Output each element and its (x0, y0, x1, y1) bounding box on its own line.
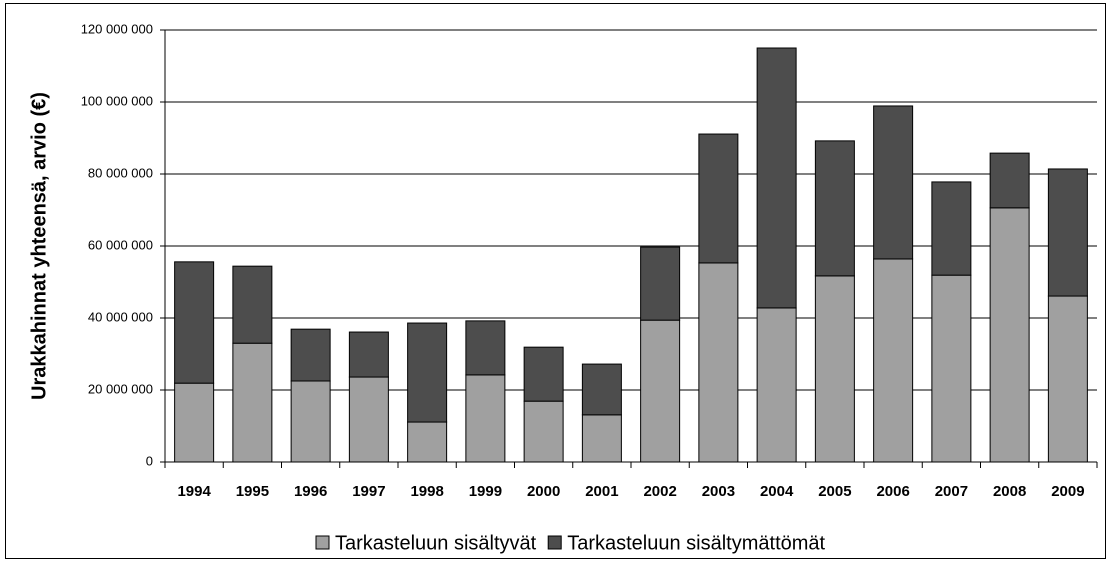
x-tick-label: 2005 (818, 483, 851, 500)
x-tick-label: 2002 (643, 483, 676, 500)
bar-segment (407, 421, 448, 463)
bar-segment (407, 322, 448, 423)
legend-label: Tarkasteluun sisältyvät (335, 532, 537, 554)
bar-segment (174, 261, 215, 384)
x-tick-label: 2006 (876, 483, 909, 500)
bar-segment (873, 105, 914, 260)
bar-segment (989, 207, 1030, 463)
bar-segment (523, 346, 564, 402)
x-tick-label: 1998 (410, 483, 443, 500)
bar-segment (756, 47, 797, 309)
bar-segment (174, 382, 215, 463)
bar-segment (756, 307, 797, 463)
bar-segment (873, 258, 914, 463)
y-tick-label: 100 000 000 (81, 93, 153, 108)
bar-segment (232, 265, 273, 344)
x-tick-label: 2001 (585, 483, 618, 500)
x-tick-label: 1994 (177, 483, 211, 500)
x-tick-label: 2004 (760, 483, 794, 500)
x-tick-label: 2003 (702, 483, 735, 500)
bar-segment (640, 246, 681, 321)
bar-segment (348, 376, 389, 463)
bar-segment (1047, 168, 1088, 297)
legend-swatch (547, 535, 562, 550)
bar-segment (348, 331, 389, 378)
bar-segment (698, 262, 739, 463)
bar-segment (465, 374, 506, 463)
legend-label: Tarkasteluun sisältymättömät (567, 532, 825, 554)
x-tick-label: 2000 (527, 483, 560, 500)
x-tick-label: 1995 (236, 483, 269, 500)
x-tick-label: 1999 (469, 483, 502, 500)
y-tick-label: 60 000 000 (88, 237, 153, 252)
x-tick-label: 2008 (993, 483, 1026, 500)
bar-segment (290, 380, 331, 463)
bar-segment (1047, 295, 1088, 463)
bar-segment (931, 274, 972, 463)
bar-segment (523, 400, 564, 463)
bar-segment (290, 328, 331, 382)
x-tick-label: 2009 (1051, 483, 1084, 500)
bar-segment (640, 319, 681, 463)
bar-segment (931, 181, 972, 276)
bar-segment (465, 320, 506, 376)
x-tick-label: 1997 (352, 483, 385, 500)
y-axis-title: Urakkahinnat yhteensä, arvio (€) (28, 92, 50, 400)
legend-swatch (315, 535, 330, 550)
x-tick-label: 2007 (935, 483, 968, 500)
bar-segment (698, 133, 739, 264)
bar-segment (814, 140, 855, 277)
y-tick-label: 40 000 000 (88, 309, 153, 324)
bar-segment (814, 275, 855, 463)
y-tick-label: 120 000 000 (81, 21, 153, 36)
bar-segment (989, 152, 1030, 209)
bar-segment (581, 363, 622, 416)
y-tick-label: 80 000 000 (88, 165, 153, 180)
y-tick-label: 20 000 000 (88, 381, 153, 396)
bar-segment (581, 414, 622, 463)
bar-segment (232, 342, 273, 463)
x-tick-label: 1996 (294, 483, 327, 500)
y-tick-label: 0 (146, 453, 153, 468)
